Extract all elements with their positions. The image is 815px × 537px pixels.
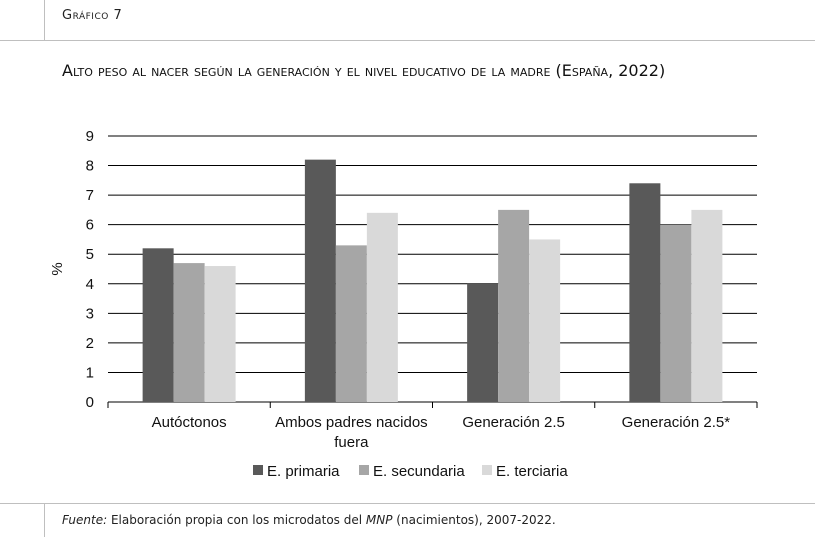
bar-chart: 0 1 2 3 4 5 6 7 8 9% Autóctonos Ambos padres nacido… xyxy=(49,128,758,480)
chart-title: Alto peso al nacer según la generación y… xyxy=(62,61,666,80)
category-label: fuera xyxy=(334,434,369,451)
bar xyxy=(467,283,499,402)
category-label: Generación 2.5 xyxy=(462,414,565,431)
y-tick-label: 0 xyxy=(86,394,94,411)
bar xyxy=(173,263,205,402)
source-text-end: (nacimientos), 2007-2022. xyxy=(392,513,556,527)
footer-divider-vertical xyxy=(44,503,45,537)
bar xyxy=(304,159,336,402)
legend-label: E. primaria xyxy=(267,463,340,480)
y-tick-label: 6 xyxy=(86,217,94,234)
legend-label: E. secundaria xyxy=(373,463,465,480)
bar xyxy=(366,212,398,402)
bar xyxy=(498,209,530,402)
bar xyxy=(142,248,174,402)
legend-label: E. terciaria xyxy=(496,463,568,480)
legend-swatch xyxy=(359,465,369,475)
source-italic: MNP xyxy=(365,513,393,527)
source-prefix: Fuente: xyxy=(62,513,108,527)
y-tick-label: 9 xyxy=(86,128,94,145)
source-text: Elaboración propia con los microdatos de… xyxy=(110,513,366,527)
y-tick-label: 8 xyxy=(86,158,94,175)
bar xyxy=(529,239,561,402)
bar xyxy=(629,183,661,402)
y-tick-label: 7 xyxy=(86,187,94,204)
category-label: Ambos padres nacidos xyxy=(275,414,428,431)
footer-divider xyxy=(0,503,815,504)
bar xyxy=(660,224,692,402)
y-tick-label: 4 xyxy=(86,276,94,293)
legend-swatch xyxy=(253,465,263,475)
bar xyxy=(204,266,236,402)
header-divider-vertical xyxy=(44,0,45,40)
y-tick-label: 3 xyxy=(86,305,94,322)
category-label: Autóctonos xyxy=(152,414,227,431)
legend-swatch xyxy=(482,465,492,475)
source-note: Fuente: Elaboración propia con los micro… xyxy=(62,513,556,527)
figure-label: Gráfico 7 xyxy=(62,8,123,23)
y-tick-label: 1 xyxy=(86,364,94,381)
y-tick-label: 5 xyxy=(86,246,94,263)
header-divider xyxy=(0,40,815,41)
bar xyxy=(335,245,367,402)
category-label: Generación 2.5* xyxy=(622,414,731,431)
y-tick-label: 2 xyxy=(86,335,94,352)
bar xyxy=(691,209,723,402)
y-axis-label: % xyxy=(49,262,66,275)
